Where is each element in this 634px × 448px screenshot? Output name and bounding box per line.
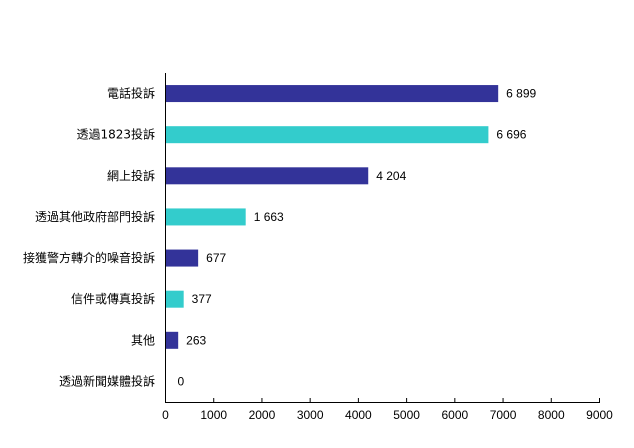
data-label: 677 [206,251,226,265]
category-label: 透過1823投訴 [76,127,155,142]
bar [165,126,489,144]
data-label: 263 [186,333,206,347]
bar [165,331,179,349]
x-tick-label: 7000 [490,408,517,422]
x-tick-label: 4000 [345,408,372,422]
x-tick-label: 2000 [249,408,276,422]
data-label: 6 899 [506,87,536,101]
x-tick-label: 5000 [393,408,420,422]
x-tick-label: 9000 [586,408,613,422]
data-label: 0 [178,374,185,388]
bar [165,208,246,226]
data-label: 4 204 [376,169,406,183]
x-tick-label: 1000 [200,408,227,422]
category-label: 透過其他政府部門投訴 [35,209,155,224]
data-label: 1 663 [254,210,284,224]
category-label: 其他 [131,333,155,347]
bar [165,249,199,267]
x-tick-label: 6000 [441,408,468,422]
bar [165,290,184,308]
category-label: 透過新聞媒體投訴 [59,373,155,388]
data-label: 6 696 [496,128,526,142]
bar [165,85,499,103]
x-tick-label: 0 [162,408,169,422]
category-label: 電話投訴 [107,86,155,101]
x-tick-label: 3000 [297,408,324,422]
category-label: 接獲警方轉介的噪音投訴 [23,250,155,265]
bar [165,167,369,185]
x-tick-label: 8000 [538,408,565,422]
category-label: 信件或傳真投訴 [71,291,155,306]
category-label: 網上投訴 [107,168,155,183]
data-label: 377 [192,292,212,306]
